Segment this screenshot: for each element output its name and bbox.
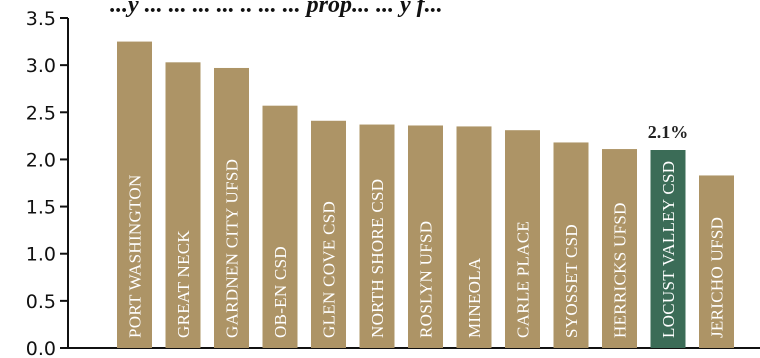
bar-category-label: GREAT NECK [174,230,193,338]
y-tick-label: 0.5 [26,291,56,313]
bar-category-label: ROSLYN UFSD [417,221,436,338]
bar-category-label: PORT WASHINGTON [126,174,145,338]
bar [602,149,637,348]
bar-category-label: OB-EN CSD [271,246,290,338]
bar-category-label: SYOSSET CSD [562,224,581,338]
y-tick-label: 3.0 [26,55,56,77]
bar [311,120,346,349]
y-tick-label: 1.5 [26,197,56,219]
bar [262,105,298,348]
bar-category-label: MINEOLA [465,257,484,338]
bar [553,142,589,348]
bar [699,175,734,348]
bar [117,41,152,348]
bar [359,124,395,349]
bar [408,125,443,348]
bar-category-label: NORTH SHORE CSD [368,179,387,338]
bar-label-group: PORT WASHINGTON GREAT NECK GARDNEN CITY UF… [126,122,727,338]
bar-category-label: LOCUST VALLEY CSD [659,161,678,338]
y-tick-label: 0.0 [26,338,56,358]
bar-category-label: GARDNEN CITY UFSD [223,159,242,338]
bar-value-label: 2.1% [648,122,689,142]
bar-category-label: CARLE PLACE [514,221,533,338]
y-tick-label: 2.0 [26,149,56,171]
bar [505,130,540,348]
chart-title: ...y ... ... ... ... .. ... ... prop... … [110,0,443,18]
bar-category-label: GLEN COVE CSD [320,201,339,338]
y-tick-label: 3.5 [26,8,56,30]
bar [456,126,492,348]
y-tick-label: 2.5 [26,102,56,124]
bar [214,67,249,348]
bar-category-label: HERRICKS UFSD [611,202,630,338]
bar [165,62,201,349]
y-tick-label: 1.0 [26,244,56,266]
bar [650,150,686,348]
bar-group [117,41,734,349]
bar-category-label: JERICHO UFSD [708,217,727,338]
